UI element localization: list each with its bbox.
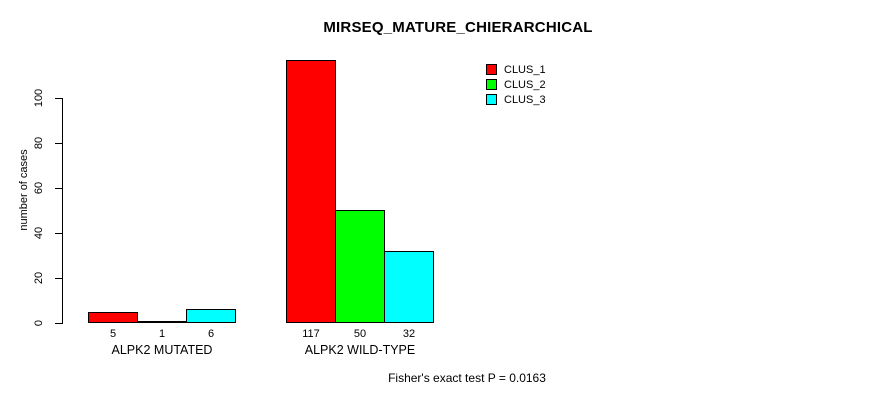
x-category-label: ALPK2 MUTATED: [111, 343, 213, 357]
bar-clus_1-1: [88, 312, 138, 323]
y-axis-line: [62, 98, 63, 324]
stat-annotation: Fisher's exact test P = 0.0163: [388, 371, 546, 385]
chart-title: MIRSEQ_MATURE_CHIERARCHICAL: [323, 19, 593, 36]
y-axis-tick: [55, 233, 62, 234]
y-axis-tick: [55, 143, 62, 144]
y-axis-tick-label: 0: [33, 319, 45, 327]
y-axis-tick-label: 60: [33, 181, 45, 195]
y-axis-title: number of cases: [18, 149, 30, 231]
bar-clus_1-2: [286, 60, 336, 323]
y-axis-tick-label: 40: [33, 226, 45, 240]
legend-label: CLUS_3: [504, 93, 546, 106]
legend-swatch-icon: [486, 94, 497, 105]
legend-label: CLUS_2: [504, 78, 546, 91]
bar-value-label: 32: [402, 328, 416, 340]
x-category-label: ALPK2 WILD-TYPE: [304, 343, 416, 357]
legend: CLUS_1 CLUS_2 CLUS_3: [486, 62, 546, 107]
y-axis-tick-label: 20: [33, 271, 45, 285]
legend-item-clus_3: CLUS_3: [486, 92, 546, 107]
bar-value-label: 6: [207, 328, 215, 340]
legend-swatch-icon: [486, 79, 497, 90]
legend-item-clus_1: CLUS_1: [486, 62, 546, 77]
bar-value-label: 117: [302, 328, 320, 340]
y-axis-tick: [55, 278, 62, 279]
bar-value-label: 1: [158, 328, 166, 340]
bar-clus_2-1: [137, 321, 187, 323]
bar-clus_2-2: [335, 210, 385, 323]
bar-value-label: 5: [109, 328, 117, 340]
bar-clus_3-1: [186, 309, 236, 323]
bar-value-label: 50: [353, 328, 367, 340]
y-axis-tick: [55, 98, 62, 99]
y-axis-tick: [55, 323, 62, 324]
legend-swatch-icon: [486, 64, 497, 75]
y-axis-tick: [55, 188, 62, 189]
y-axis-tick-label: 100: [33, 88, 45, 108]
bar-clus_3-2: [384, 251, 434, 323]
legend-label: CLUS_1: [504, 63, 546, 76]
y-axis-tick-label: 80: [33, 136, 45, 150]
legend-item-clus_2: CLUS_2: [486, 77, 546, 92]
